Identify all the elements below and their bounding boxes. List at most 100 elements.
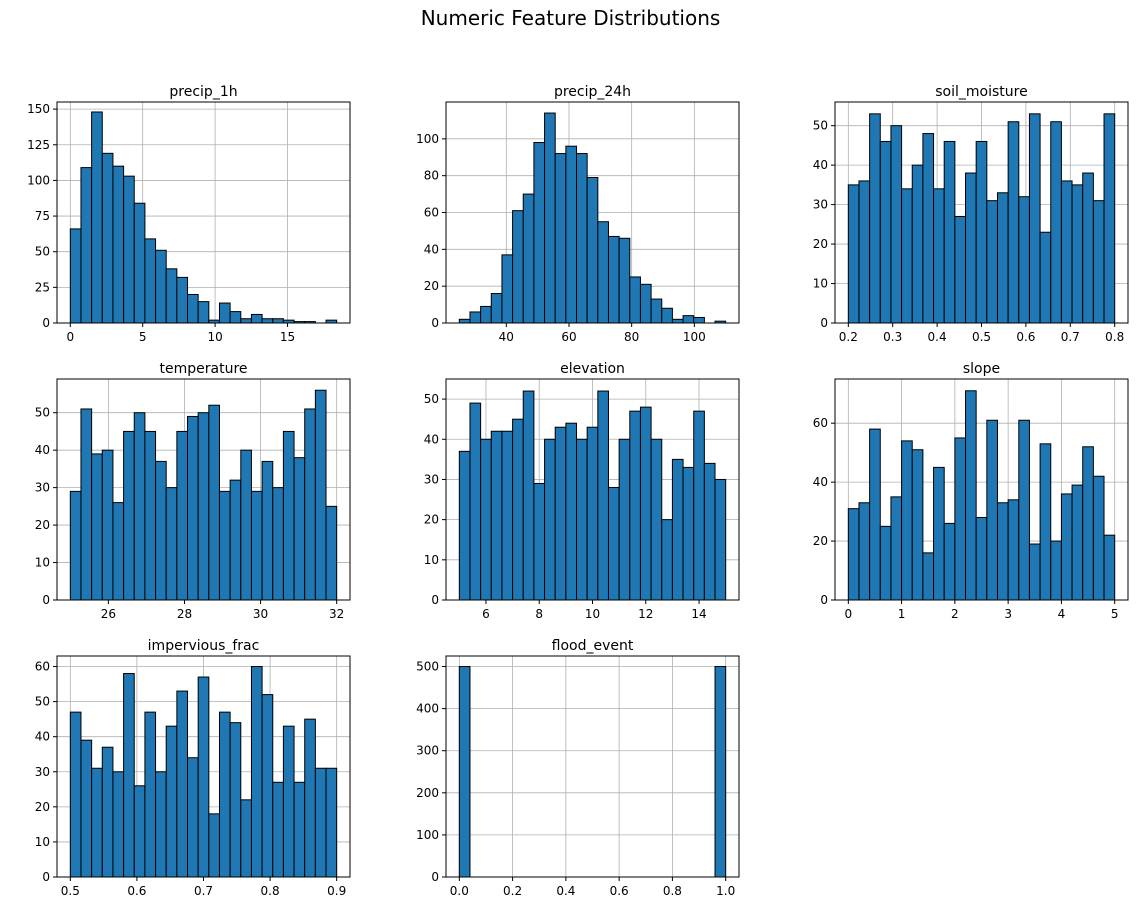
y-tick-label: 20 <box>35 800 50 814</box>
histogram-bar <box>144 711 157 878</box>
histogram-bar <box>155 460 167 601</box>
subplot-flood_event: 0.0 0.2 0.4 0.6 0.8 1.0 0 100 200 300 400 500 flood_… <box>416 638 740 898</box>
histogram-bar <box>879 525 892 601</box>
histogram-bar <box>586 177 599 324</box>
histogram-bar <box>101 152 114 324</box>
histogram-bar <box>80 739 93 878</box>
y-tick-label: 50 <box>35 406 50 420</box>
histogram-bar <box>112 771 125 878</box>
axes-frame <box>56 378 351 601</box>
histogram-bar <box>458 318 471 324</box>
y-tick-label: 0 <box>42 316 50 330</box>
subplot-impervious_frac: 0.5 0.6 0.7 0.8 0.9 0 10 20 30 40 50 60 impervious_f… <box>35 638 351 898</box>
histogram-bar <box>607 486 620 601</box>
histogram-bar <box>69 490 82 601</box>
histogram-bar <box>512 210 524 324</box>
histogram-bar <box>586 426 599 601</box>
histogram-bar <box>80 408 93 601</box>
histogram-bar <box>639 283 652 324</box>
subplot-title: elevation <box>560 361 625 377</box>
y-tick-label: 40 <box>424 242 439 256</box>
y-tick-label: 500 <box>416 660 439 674</box>
histogram-bar <box>533 482 546 601</box>
histogram-bar <box>218 302 231 324</box>
histogram-bar <box>996 502 1009 601</box>
y-tick-label: 40 <box>813 158 828 172</box>
histogram-bar <box>144 238 157 324</box>
histogram-bar <box>304 718 316 878</box>
histogram-bar <box>682 315 695 324</box>
x-tick-label: 0.4 <box>928 330 947 344</box>
subplot-title: flood_event <box>552 638 634 654</box>
subplot-slope: 0 1 2 3 4 5 0 20 40 60 slope <box>813 361 1129 621</box>
x-tick-label: 0.4 <box>556 884 575 898</box>
histogram-bar <box>1050 121 1062 324</box>
subplot-title: soil_moisture <box>935 84 1027 100</box>
histogram-bar <box>869 428 881 601</box>
x-tick-label: 14 <box>691 607 706 621</box>
x-tick-label: 5 <box>139 330 147 344</box>
histogram-bar <box>325 505 338 601</box>
histogram-bar <box>197 412 210 601</box>
histogram-bar <box>240 799 252 878</box>
histogram-bar <box>565 145 578 324</box>
histogram-bar <box>858 502 871 601</box>
histogram-bar <box>943 522 956 601</box>
subplot-title: slope <box>963 361 1000 377</box>
histogram-bar <box>954 437 967 601</box>
x-tick-label: 10 <box>585 607 600 621</box>
histogram-bar <box>261 694 274 878</box>
histogram-bar <box>458 450 471 601</box>
histogram-bar <box>650 438 663 601</box>
histogram-bar <box>1028 543 1041 601</box>
x-tick-label: 26 <box>101 607 116 621</box>
histogram-bar <box>954 215 967 324</box>
histogram-bar <box>629 276 641 324</box>
histogram-bar <box>240 318 252 324</box>
histogram-bar <box>703 462 716 601</box>
histogram-bar <box>325 767 338 878</box>
histogram-bar <box>693 410 705 601</box>
x-tick-label: 15 <box>280 330 295 344</box>
histogram-bar <box>922 133 935 324</box>
histogram-bar <box>682 466 695 601</box>
histogram-bar <box>133 202 146 324</box>
y-tick-label: 20 <box>424 279 439 293</box>
histogram-bar <box>533 142 546 324</box>
histogram-bar <box>943 140 956 324</box>
histogram-bar <box>261 460 274 601</box>
x-tick-label: 0.6 <box>610 884 629 898</box>
x-tick-label: 0.8 <box>663 884 682 898</box>
y-tick-label: 0 <box>431 593 439 607</box>
histogram-bar <box>965 172 977 324</box>
histogram-bar <box>101 449 114 601</box>
y-tick-label: 60 <box>424 206 439 220</box>
histogram-bar <box>165 268 178 324</box>
histogram-bar <box>218 490 231 601</box>
histogram-bar <box>879 140 892 324</box>
histogram-bar <box>693 316 705 324</box>
histogram-bar <box>522 193 535 324</box>
histogram-bar <box>469 311 482 324</box>
y-tick-label: 0 <box>431 870 439 884</box>
histogram-bar <box>618 438 631 601</box>
histogram-bar <box>229 311 242 324</box>
histogram-bar <box>522 390 535 601</box>
histogram-bar <box>272 487 284 601</box>
histogram-bar <box>933 188 945 324</box>
histogram-bar <box>597 221 609 324</box>
histogram-bar <box>869 113 881 324</box>
histogram-bar <box>501 430 514 601</box>
y-tick-label: 75 <box>35 209 50 223</box>
histogram-bar <box>565 422 578 601</box>
histogram-bar <box>165 725 178 878</box>
subplot-title: precip_1h <box>169 84 237 100</box>
y-tick-label: 150 <box>27 102 50 116</box>
histogram-bar <box>187 757 199 878</box>
histogram-bar <box>261 318 274 324</box>
histogram-bar <box>458 666 471 878</box>
x-tick-label: 8 <box>535 607 543 621</box>
x-tick-label: 0.9 <box>327 884 346 898</box>
histogram-bar <box>112 165 125 324</box>
